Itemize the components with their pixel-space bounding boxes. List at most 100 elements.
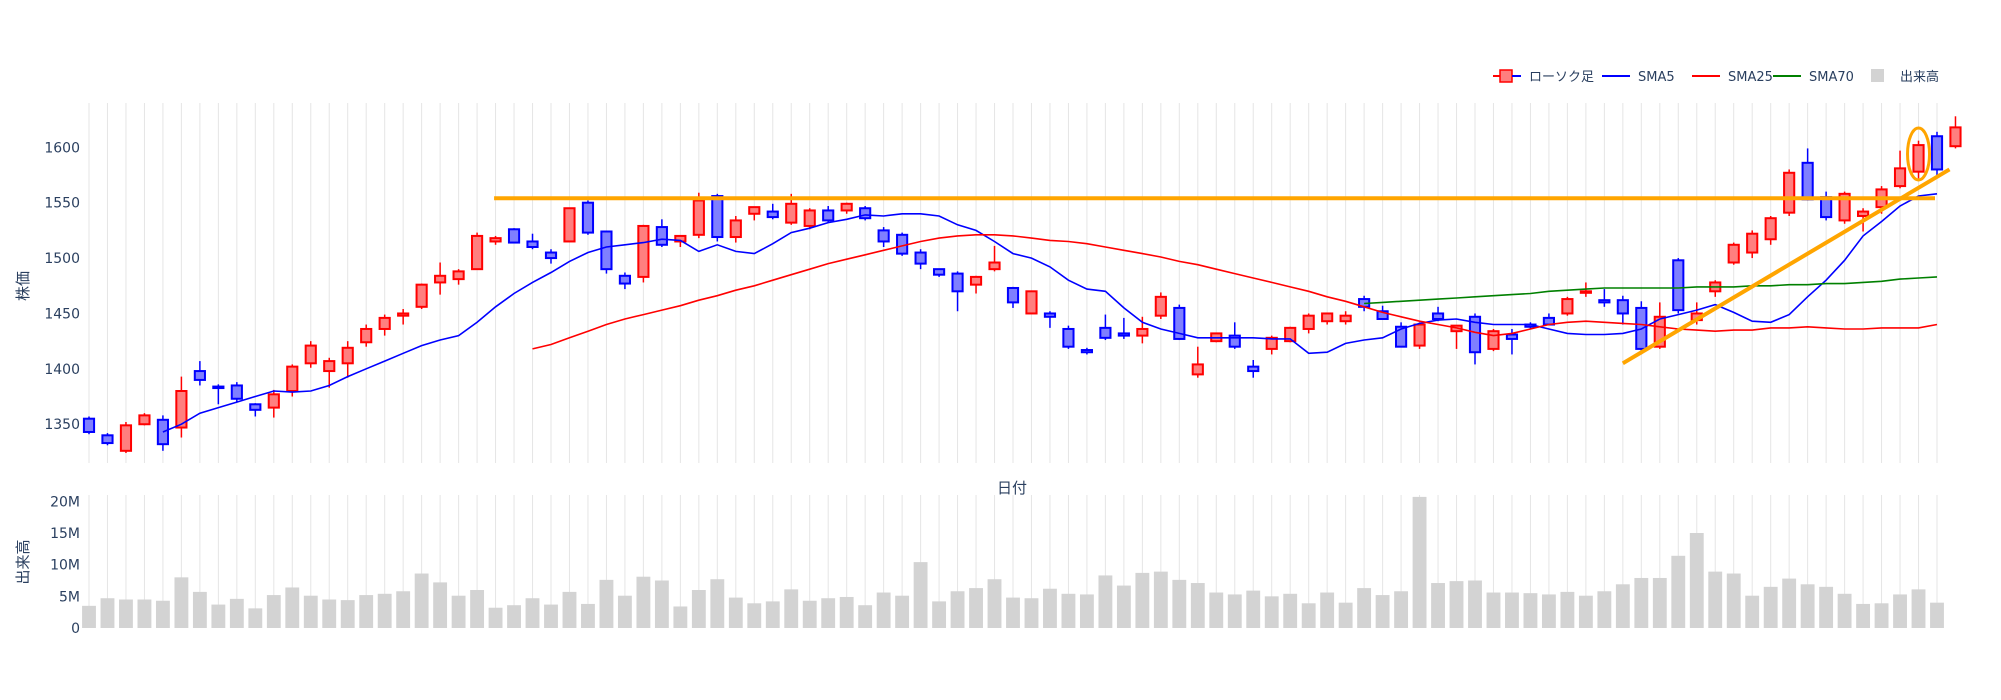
volume-y-tick-label: 15M [50,526,80,542]
candle-body [822,209,835,222]
price-y-tick-label: 1500 [44,251,80,267]
candle-body [1043,312,1057,318]
volume-bar [858,605,873,628]
volume-bar [1190,583,1205,628]
volume-bar [1615,584,1630,628]
legend-item[interactable]: SMA70 [1773,70,1854,85]
candle-body [748,206,761,215]
volume-bar [932,601,947,628]
candle-body [1117,332,1130,337]
volume-bar [581,603,595,628]
legend-item[interactable]: 出来高 [1871,69,1939,85]
candle-body [969,275,983,286]
volume-bar [1726,573,1741,628]
volume-bar [1172,579,1187,628]
volume-bar [1708,571,1723,628]
volume-bar [728,597,743,628]
volume-y-tick-label: 5M [59,589,80,605]
legend-item[interactable]: SMA5 [1602,70,1675,85]
legend-item-label: SMA25 [1728,70,1773,85]
price-y-tick-label: 1450 [44,306,80,322]
candle-body [507,228,521,244]
candle-body [212,385,225,390]
volume-bar [525,598,540,628]
candle-body [1321,312,1334,323]
volume-bar [1135,572,1150,628]
volume-bar [747,603,762,628]
volume-bar [433,582,448,628]
candle-body [138,414,151,426]
volume-bar [414,573,429,628]
volume-bar [1486,592,1501,628]
volume-bar [839,596,854,628]
volume-bar [119,599,133,628]
volume-bar [969,588,983,628]
volume-bar [340,600,355,628]
volume-bar [1819,586,1834,628]
volume-bar [1837,593,1852,628]
volume-bar [1357,588,1372,628]
candle-body [175,390,188,429]
candle-body [249,403,262,411]
candle-body [692,199,705,236]
volume-y-axis-title: 出来高 [14,539,32,584]
volume-bar [599,579,614,628]
candle-body [581,201,595,234]
candle-body [1746,232,1759,254]
candle-body [766,210,779,219]
legend-item[interactable]: ローソク足 [1493,69,1594,85]
candle-body [1856,210,1870,217]
candle-body [988,261,1001,271]
candle-body [1838,192,1851,222]
volume-y-tick-label: 20M [50,494,80,510]
volume-bar [765,601,780,628]
legend-item[interactable]: SMA25 [1692,70,1773,85]
volume-bar [1394,591,1409,628]
candle-body [1487,330,1500,350]
volume-bar [710,579,725,628]
candle-body [434,274,447,284]
candle-body [1672,259,1685,312]
volume-bar [544,604,558,628]
annotations [494,126,1951,366]
support-trend-line [1621,167,1951,366]
volume-bar [137,599,152,628]
volume-bar [1874,603,1889,628]
volume-bar [1578,595,1593,628]
candle-body [267,393,280,409]
volume-bar [266,595,281,628]
candle-body [1136,327,1149,337]
volume-bar [1024,598,1039,628]
candle-body [1783,171,1796,214]
candle-body [859,207,872,220]
legend-item-label: ローソク足 [1529,70,1594,85]
candle-body [932,268,946,276]
candle-body [1413,323,1426,347]
volume-bar [1652,577,1667,628]
price-y-ticks: 1350 1400 1450 1500 1550 1600 [44,140,80,433]
candle-body [119,424,133,452]
candle-body [1025,290,1038,315]
candlestick-icon [1493,69,1521,83]
candle-body [1228,334,1241,348]
volume-bar [895,595,910,628]
volume-bar [1153,571,1168,628]
volume-bar [174,577,189,628]
volume-bar [1763,586,1778,628]
candle-body [637,224,650,278]
volume-bar [1283,593,1298,628]
volume-bar [1856,603,1871,628]
price-y-tick-label: 1350 [44,417,80,433]
volume-y-tick-label: 10M [50,558,80,574]
volume-bar [636,576,651,628]
sma-lines [162,193,1938,433]
candle-body [1394,325,1408,348]
candle-body [1080,349,1094,354]
legend[interactable]: ローソク足 SMA5 SMA25 SMA70 出来高 [1493,69,1939,85]
volume-bar [1098,575,1113,628]
volume-y-ticks: 0 5M 10M 15M 20M [50,494,80,637]
volume-bar [691,590,706,628]
volume-bar [821,598,836,628]
volume-bar [1301,603,1316,628]
candle-body [1930,135,1944,171]
